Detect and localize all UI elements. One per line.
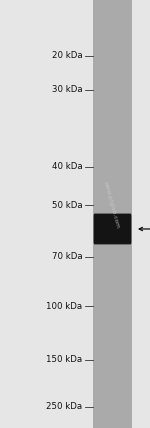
Text: 50 kDa: 50 kDa	[52, 201, 83, 210]
Text: 250 kDa: 250 kDa	[46, 402, 82, 411]
Text: 20 kDa: 20 kDa	[52, 51, 83, 60]
Text: 70 kDa: 70 kDa	[52, 252, 83, 262]
Text: www.ptglab.com: www.ptglab.com	[102, 181, 120, 230]
Text: 40 kDa: 40 kDa	[52, 162, 83, 172]
FancyBboxPatch shape	[94, 214, 131, 244]
Bar	[93, 0, 132, 428]
Text: 150 kDa: 150 kDa	[46, 355, 82, 364]
Text: 30 kDa: 30 kDa	[52, 85, 83, 95]
Text: 100 kDa: 100 kDa	[46, 301, 82, 311]
